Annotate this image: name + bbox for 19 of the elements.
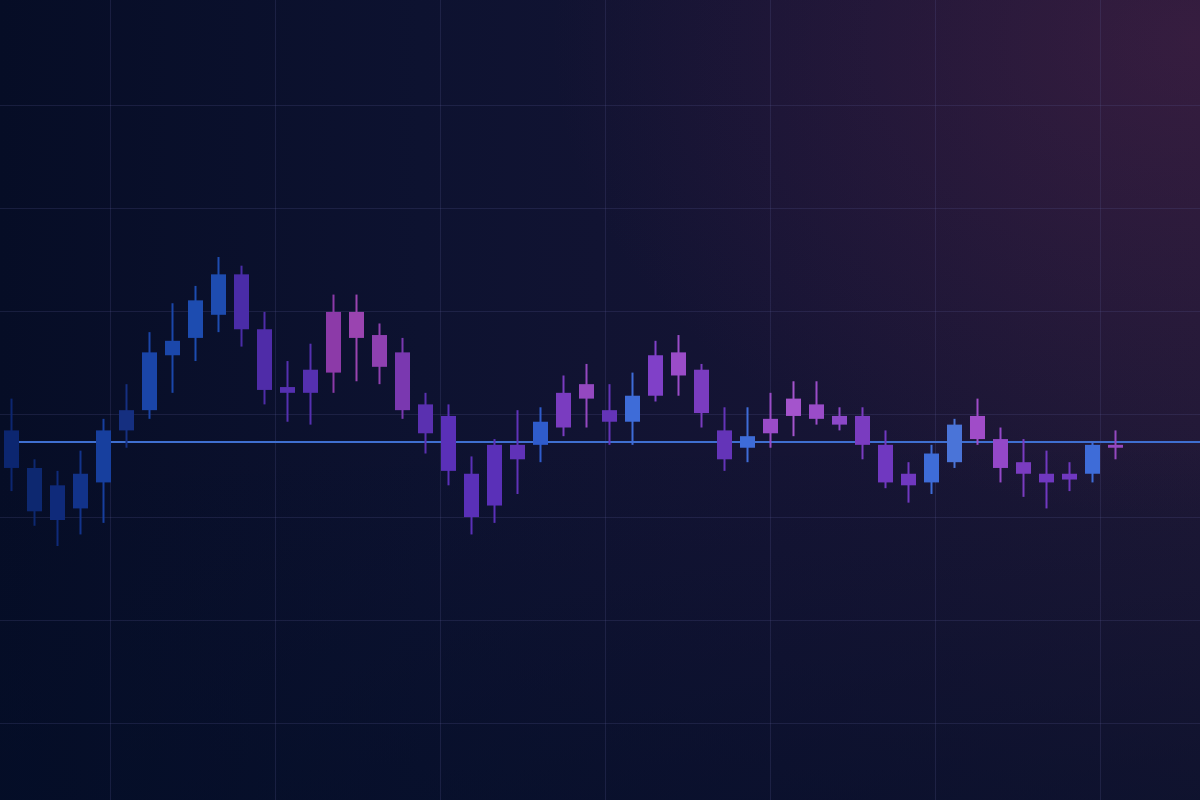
candlestick [786,380,801,438]
candlestick [1108,429,1123,461]
candlestick [671,334,686,397]
candlestick [303,342,318,426]
candlestick [533,406,548,464]
candlestick [119,383,134,449]
candlestick [280,360,295,423]
candlestick [763,391,778,449]
candlestick [1016,438,1031,498]
candlestick [809,380,824,426]
candlestick [579,362,594,429]
candlestick [1039,449,1054,510]
candlestick [1062,461,1077,493]
candlestick [510,409,525,495]
candlestick [832,406,847,432]
candlestick [901,461,916,504]
candlestick [970,397,985,446]
candlestick [602,383,617,446]
candlestick [165,302,180,394]
